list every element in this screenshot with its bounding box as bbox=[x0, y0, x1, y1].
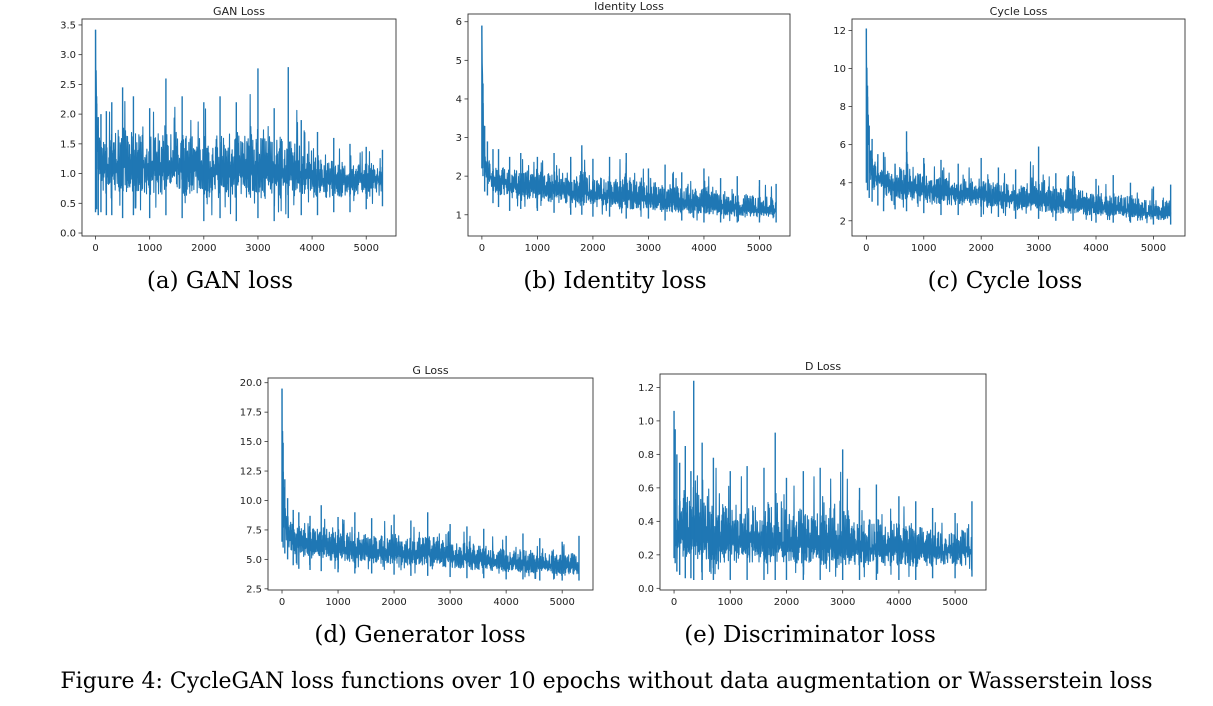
y-tick-label: 1.5 bbox=[60, 139, 76, 150]
y-tick-label: 1.2 bbox=[638, 383, 654, 394]
series-line bbox=[673, 467, 973, 578]
y-tick-label: 5.0 bbox=[246, 555, 262, 566]
y-tick-label: 10.0 bbox=[240, 496, 262, 507]
y-tick-label: 2.0 bbox=[60, 110, 76, 121]
y-tick-label: 3.5 bbox=[60, 20, 76, 31]
y-tick-label: 0.8 bbox=[638, 450, 654, 461]
x-tick-label: 2000 bbox=[774, 597, 799, 608]
y-tick-label: 2 bbox=[456, 172, 462, 183]
x-tick-label: 3000 bbox=[437, 597, 462, 608]
chart-title: Cycle Loss bbox=[990, 5, 1048, 18]
y-tick-label: 0.2 bbox=[638, 550, 654, 561]
x-tick-label: 3000 bbox=[1026, 243, 1051, 254]
chart-cycle-svg: Cycle Loss 0 1000 2000 3000 4000 5000 2 4 6 8 10 12 bbox=[833, 5, 1186, 254]
y-tick-label: 6 bbox=[840, 140, 846, 151]
plot-frame bbox=[81, 18, 397, 237]
chart-title: GAN Loss bbox=[213, 5, 265, 18]
chart-generator-svg: G Loss 0 1000 2000 3000 4000 5000 2.5 5.0 7.5 10.0… bbox=[240, 364, 594, 608]
x-tick-label: 4000 bbox=[886, 597, 911, 608]
y-tick-label: 12 bbox=[833, 26, 846, 37]
x-tick-label: 2000 bbox=[580, 243, 605, 254]
plot-frame bbox=[851, 18, 1186, 237]
x-tick-label: 2000 bbox=[968, 243, 993, 254]
x-tick-label: 4000 bbox=[299, 243, 324, 254]
figure-caption: Figure 4: CycleGAN loss functions over 1… bbox=[60, 669, 1153, 694]
chart-gan-svg: GAN Loss 0 1000 2000 3000 4000 5000 0.0 0.5 1.0 1.… bbox=[60, 5, 397, 254]
x-tick-label: 5000 bbox=[549, 597, 574, 608]
x-tick-label: 4000 bbox=[1083, 243, 1108, 254]
y-tick-label: 0.4 bbox=[638, 517, 654, 528]
plot-frame bbox=[467, 13, 791, 237]
chart-panel-generator: G Loss 0 1000 2000 3000 4000 5000 2.5 5.0 7.5 10.0… bbox=[220, 355, 620, 655]
x-tick-label: 5000 bbox=[942, 597, 967, 608]
series-line bbox=[865, 28, 1172, 224]
y-tick-label: 10 bbox=[833, 64, 846, 75]
chart-discriminator-svg: D Loss 0 1000 2000 3000 4000 5000 0.0 0.2 0.4 0.6 0… bbox=[638, 360, 987, 608]
y-tick-label: 0.0 bbox=[638, 584, 654, 595]
series-line bbox=[481, 25, 777, 222]
chart-panel-identity: Identity Loss 0 1000 2000 3000 4000 5000 1 2 3 4 5 6… bbox=[410, 0, 810, 300]
y-tick-label: 8 bbox=[840, 102, 846, 113]
caption-gan: (a) GAN loss bbox=[146, 268, 294, 294]
y-tick-label: 7.5 bbox=[246, 525, 262, 536]
x-tick-label: 0 bbox=[479, 243, 485, 254]
x-tick-label: 3000 bbox=[830, 597, 855, 608]
y-tick-label: 5 bbox=[456, 56, 462, 67]
y-tick-label: 3 bbox=[456, 133, 462, 144]
x-tick-label: 2000 bbox=[191, 243, 216, 254]
x-tick-label: 5000 bbox=[747, 243, 772, 254]
chart-title: G Loss bbox=[412, 364, 448, 377]
y-tick-label: 0.6 bbox=[638, 483, 654, 494]
y-tick-label: 2.5 bbox=[60, 80, 76, 91]
series-line bbox=[281, 388, 580, 580]
plot-frame bbox=[267, 377, 594, 591]
y-tick-label: 4 bbox=[456, 94, 462, 105]
y-tick-label: 15.0 bbox=[240, 437, 262, 448]
y-tick-label: 2.5 bbox=[246, 584, 262, 595]
y-tick-label: 2 bbox=[840, 216, 846, 227]
chart-title: D Loss bbox=[805, 360, 841, 373]
y-tick-label: 1.0 bbox=[60, 169, 76, 180]
caption-generator: (d) Generator loss bbox=[314, 622, 526, 648]
caption-discriminator: (e) Discriminator loss bbox=[684, 622, 936, 648]
chart-identity-svg: Identity Loss 0 1000 2000 3000 4000 5000 1 2 3 4 5 6 bbox=[456, 0, 791, 254]
x-tick-label: 3000 bbox=[245, 243, 270, 254]
x-tick-label: 4000 bbox=[493, 597, 518, 608]
y-tick-label: 6 bbox=[456, 17, 462, 28]
chart-panel-discriminator: D Loss 0 1000 2000 3000 4000 5000 0.0 0.2 0.4 0.6 0… bbox=[620, 355, 1000, 655]
y-tick-label: 3.0 bbox=[60, 50, 76, 61]
series-line bbox=[94, 29, 384, 216]
x-tick-label: 2000 bbox=[381, 597, 406, 608]
chart-panel-gan: GAN Loss 0 1000 2000 3000 4000 5000 0.0 0.5 1.0 1.… bbox=[0, 0, 410, 300]
x-tick-label: 0 bbox=[863, 243, 869, 254]
y-tick-label: 1.0 bbox=[638, 416, 654, 427]
x-tick-label: 1000 bbox=[525, 243, 550, 254]
y-tick-label: 0.5 bbox=[60, 199, 76, 210]
x-tick-label: 1000 bbox=[718, 597, 743, 608]
x-tick-label: 1000 bbox=[325, 597, 350, 608]
y-tick-label: 1 bbox=[456, 210, 462, 221]
x-tick-label: 1000 bbox=[137, 243, 162, 254]
y-tick-label: 12.5 bbox=[240, 467, 262, 478]
plot-frame bbox=[659, 373, 987, 591]
x-tick-label: 5000 bbox=[1141, 243, 1166, 254]
x-tick-label: 1000 bbox=[911, 243, 936, 254]
x-tick-label: 3000 bbox=[636, 243, 661, 254]
y-tick-label: 20.0 bbox=[240, 378, 262, 389]
y-tick-label: 4 bbox=[840, 178, 846, 189]
chart-title: Identity Loss bbox=[594, 0, 664, 13]
x-tick-label: 0 bbox=[92, 243, 98, 254]
caption-identity: (b) Identity loss bbox=[523, 268, 707, 294]
x-tick-label: 4000 bbox=[691, 243, 716, 254]
x-tick-label: 0 bbox=[279, 597, 285, 608]
x-tick-label: 5000 bbox=[353, 243, 378, 254]
y-tick-label: 0.0 bbox=[60, 229, 76, 240]
chart-panel-cycle: Cycle Loss 0 1000 2000 3000 4000 5000 2 4 6 8 10 12 … bbox=[810, 0, 1213, 300]
caption-cycle: (c) Cycle loss bbox=[927, 268, 1083, 294]
y-tick-label: 17.5 bbox=[240, 408, 262, 419]
x-tick-label: 0 bbox=[671, 597, 677, 608]
